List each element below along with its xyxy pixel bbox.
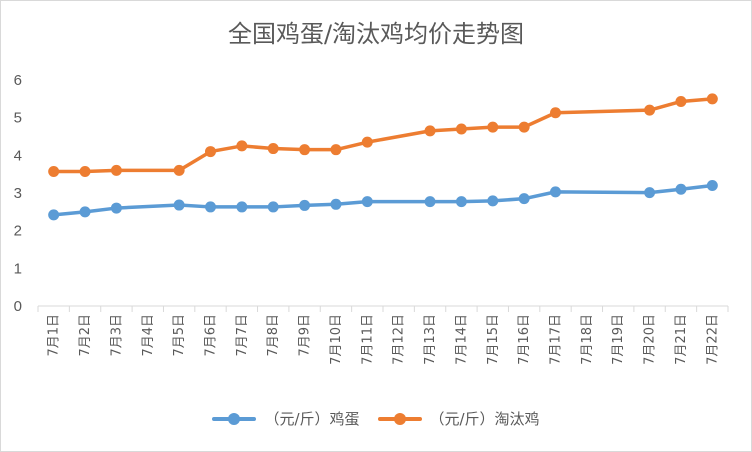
x-tick-label: 7月18日 — [580, 314, 595, 365]
x-tick-label: 7月12日 — [392, 314, 407, 365]
y-tick-label: 6 — [14, 72, 22, 89]
x-tick-label: 7月17日 — [549, 314, 564, 365]
x-tick-label: 7月6日 — [204, 314, 219, 357]
chart-title: 全国鸡蛋/淘汰鸡均价走势图 — [227, 20, 525, 48]
y-tick-label: 4 — [14, 147, 22, 164]
series-1-point — [205, 146, 216, 158]
series-0-point — [48, 209, 60, 221]
y-tick-label: 5 — [14, 110, 22, 127]
x-tick-label: 7月14日 — [454, 314, 469, 365]
x-tick-label: 7月22日 — [705, 314, 720, 365]
series-1-point — [236, 140, 248, 152]
legend: （元/斤）鸡蛋 （元/斤）淘汰鸡 — [0, 408, 752, 429]
series-1-point — [675, 95, 687, 107]
series-0-point — [110, 202, 122, 214]
x-tick-label: 7月3日 — [109, 314, 124, 357]
series-1-point — [79, 166, 91, 178]
x-tick-label: 7月13日 — [423, 314, 438, 365]
x-tick-label: 7月9日 — [298, 314, 313, 357]
legend-swatch-egg — [212, 412, 257, 426]
legend-item-egg: （元/斤）鸡蛋 — [212, 408, 360, 429]
series-1-point — [518, 121, 530, 133]
series-1-point — [424, 125, 436, 137]
series-0-point — [706, 179, 718, 191]
x-tick-label: 7月16日 — [517, 314, 532, 365]
series-0-point — [173, 199, 185, 211]
x-tick-label: 7月19日 — [611, 314, 626, 365]
y-tick-label: 2 — [14, 223, 22, 240]
series-1-point — [110, 164, 122, 176]
series-0-point — [675, 183, 687, 195]
x-tick-label: 7月11日 — [360, 314, 375, 365]
series-0-point — [205, 201, 216, 213]
series-0-point — [267, 201, 279, 213]
series-line-1 — [51, 97, 715, 174]
legend-label-egg: （元/斤）鸡蛋 — [264, 410, 360, 428]
series-0-point — [361, 196, 373, 208]
x-tick-label: 7月4日 — [141, 314, 156, 357]
series-0-point — [644, 187, 656, 199]
series-1-point — [330, 144, 342, 156]
series-0-point — [236, 201, 248, 213]
series-line-0 — [51, 183, 715, 217]
legend-swatch-hen — [377, 412, 422, 426]
legend-label-hen: （元/斤）淘汰鸡 — [429, 410, 540, 428]
x-tick-label: 7月21日 — [674, 314, 689, 365]
x-tick-label: 7月7日 — [235, 314, 250, 357]
series-1-point — [361, 136, 373, 148]
series-1-point — [644, 104, 656, 116]
x-tick-label: 7月10日 — [329, 314, 344, 365]
x-tick-label: 7月2日 — [78, 314, 93, 357]
x-tick-label: 7月5日 — [172, 314, 187, 357]
series-1-point — [173, 164, 185, 176]
legend-item-hen: （元/斤）淘汰鸡 — [377, 408, 540, 429]
x-tick-label: 7月8日 — [266, 314, 281, 357]
y-tick-label: 1 — [14, 260, 22, 277]
series-0-point — [455, 196, 467, 208]
series-0-point — [550, 186, 561, 198]
x-tick-label: 7月20日 — [643, 314, 658, 365]
y-tick-label: 0 — [14, 298, 22, 315]
series-0-point — [518, 193, 530, 205]
x-tick-label: 7月15日 — [486, 314, 501, 365]
series-1-point — [48, 166, 60, 178]
series-1-point — [706, 93, 718, 105]
series-1-point — [299, 144, 311, 156]
y-tick-label: 3 — [14, 185, 22, 202]
x-tick-label: 7月1日 — [47, 314, 62, 357]
series-0-point — [424, 196, 436, 208]
series-1-point — [455, 123, 467, 135]
series-0-point — [487, 195, 499, 207]
series-0-point — [299, 199, 311, 211]
series-1-point — [550, 107, 561, 119]
series-0-point — [79, 206, 91, 218]
series-0-point — [330, 198, 342, 210]
series-1-point — [487, 121, 499, 133]
series-1-point — [267, 143, 279, 155]
